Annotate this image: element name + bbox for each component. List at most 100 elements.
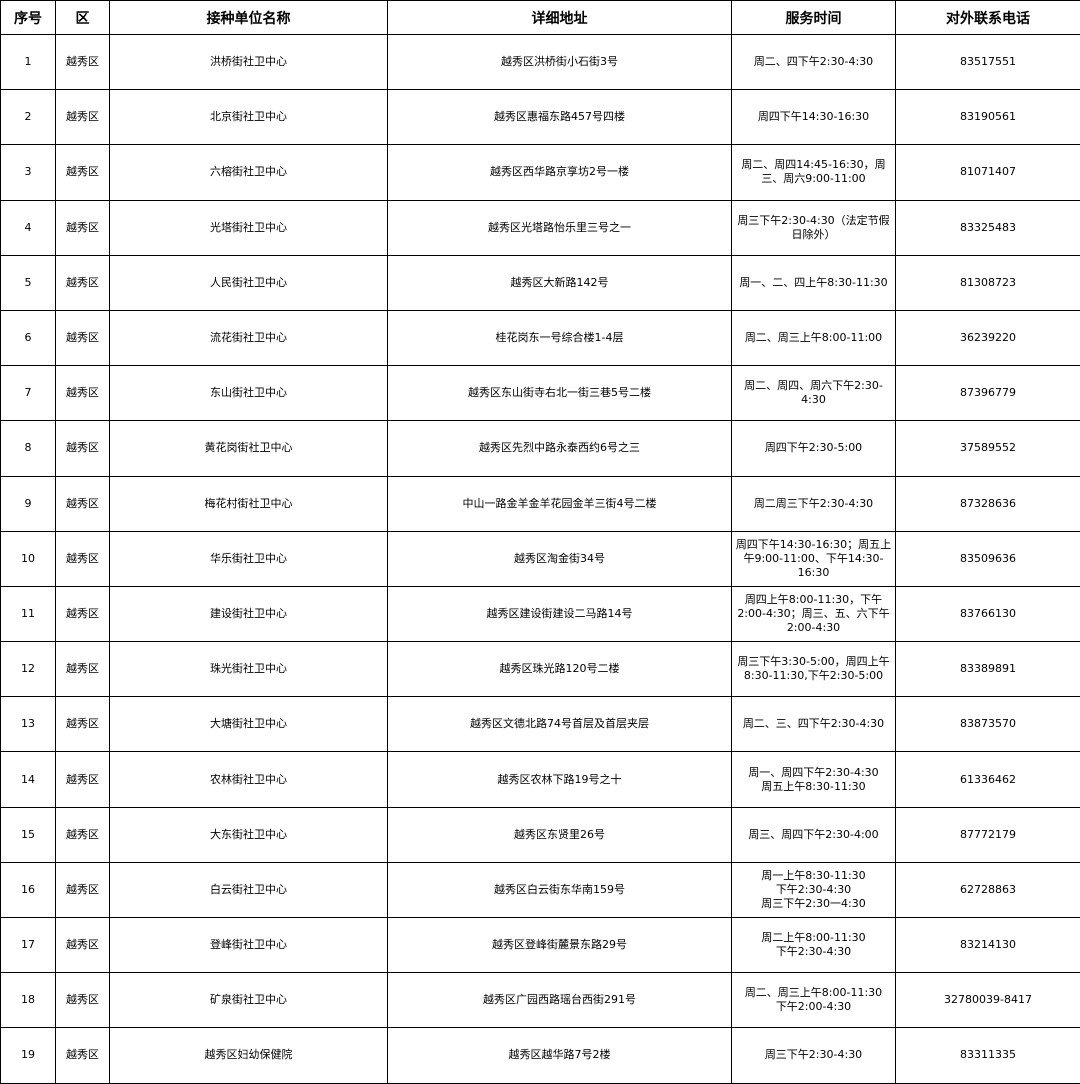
index-cell: 18 bbox=[1, 973, 56, 1028]
index-cell: 12 bbox=[1, 642, 56, 697]
site-name-cell: 梅花村街社卫中心 bbox=[110, 476, 388, 531]
site-name-cell: 北京街社卫中心 bbox=[110, 90, 388, 145]
service-time-cell: 周二上午8:00-11:30 下午2:30-4:30 bbox=[732, 918, 896, 973]
address-cell: 越秀区建设街建设二马路14号 bbox=[388, 586, 732, 641]
index-cell: 7 bbox=[1, 366, 56, 421]
header-site-name: 接种单位名称 bbox=[110, 1, 388, 35]
index-cell: 3 bbox=[1, 145, 56, 200]
index-cell: 13 bbox=[1, 697, 56, 752]
service-time-cell: 周二、周四、周六下午2:30-4:30 bbox=[732, 366, 896, 421]
address-cell: 越秀区惠福东路457号四楼 bbox=[388, 90, 732, 145]
phone-cell: 61336462 bbox=[896, 752, 1080, 807]
address-cell: 越秀区大新路142号 bbox=[388, 255, 732, 310]
site-name-cell: 洪桥街社卫中心 bbox=[110, 35, 388, 90]
site-name-cell: 东山街社卫中心 bbox=[110, 366, 388, 421]
address-cell: 越秀区光塔路怡乐里三号之一 bbox=[388, 200, 732, 255]
service-time-cell: 周一上午8:30-11:30 下午2:30-4:30 周三下午2:30一4:30 bbox=[732, 862, 896, 917]
service-time-cell: 周二、三、四下午2:30-4:30 bbox=[732, 697, 896, 752]
phone-cell: 32780039-8417 bbox=[896, 973, 1080, 1028]
phone-cell: 83766130 bbox=[896, 586, 1080, 641]
site-name-cell: 建设街社卫中心 bbox=[110, 586, 388, 641]
header-row: 序号 区 接种单位名称 详细地址 服务时间 对外联系电话 bbox=[1, 1, 1080, 35]
district-cell: 越秀区 bbox=[56, 421, 110, 476]
phone-cell: 36239220 bbox=[896, 310, 1080, 365]
phone-cell: 83389891 bbox=[896, 642, 1080, 697]
index-cell: 19 bbox=[1, 1028, 56, 1083]
index-cell: 14 bbox=[1, 752, 56, 807]
address-cell: 中山一路金羊金羊花园金羊三街4号二楼 bbox=[388, 476, 732, 531]
header-service-time: 服务时间 bbox=[732, 1, 896, 35]
phone-cell: 83325483 bbox=[896, 200, 1080, 255]
phone-cell: 81071407 bbox=[896, 145, 1080, 200]
header-district: 区 bbox=[56, 1, 110, 35]
index-cell: 10 bbox=[1, 531, 56, 586]
site-name-cell: 农林街社卫中心 bbox=[110, 752, 388, 807]
phone-cell: 83311335 bbox=[896, 1028, 1080, 1083]
service-time-cell: 周三下午2:30-4:30（法定节假日除外） bbox=[732, 200, 896, 255]
service-time-cell: 周二、周三上午8:00-11:30 下午2:00-4:30 bbox=[732, 973, 896, 1028]
district-cell: 越秀区 bbox=[56, 366, 110, 421]
site-name-cell: 珠光街社卫中心 bbox=[110, 642, 388, 697]
address-cell: 越秀区文德北路74号首层及首层夹层 bbox=[388, 697, 732, 752]
header-index: 序号 bbox=[1, 1, 56, 35]
district-cell: 越秀区 bbox=[56, 145, 110, 200]
service-time-cell: 周四下午2:30-5:00 bbox=[732, 421, 896, 476]
phone-cell: 83214130 bbox=[896, 918, 1080, 973]
service-time-cell: 周一、二、四上午8:30-11:30 bbox=[732, 255, 896, 310]
district-cell: 越秀区 bbox=[56, 476, 110, 531]
district-cell: 越秀区 bbox=[56, 697, 110, 752]
site-name-cell: 人民街社卫中心 bbox=[110, 255, 388, 310]
service-time-cell: 周二、周四14:45-16:30，周三、周六9:00-11:00 bbox=[732, 145, 896, 200]
site-name-cell: 黄花岗街社卫中心 bbox=[110, 421, 388, 476]
phone-cell: 87772179 bbox=[896, 807, 1080, 862]
address-cell: 越秀区东贤里26号 bbox=[388, 807, 732, 862]
index-cell: 4 bbox=[1, 200, 56, 255]
service-time-cell: 周三下午2:30-4:30 bbox=[732, 1028, 896, 1083]
address-cell: 越秀区登峰街麓景东路29号 bbox=[388, 918, 732, 973]
district-cell: 越秀区 bbox=[56, 310, 110, 365]
index-cell: 15 bbox=[1, 807, 56, 862]
district-cell: 越秀区 bbox=[56, 642, 110, 697]
service-time-cell: 周二、周三上午8:00-11:00 bbox=[732, 310, 896, 365]
service-time-cell: 周四下午14:30-16:30；周五上午9:00-11:00、下午14:30-1… bbox=[732, 531, 896, 586]
index-cell: 17 bbox=[1, 918, 56, 973]
address-cell: 越秀区越华路7号2楼 bbox=[388, 1028, 732, 1083]
service-time-cell: 周四下午14:30-16:30 bbox=[732, 90, 896, 145]
index-cell: 16 bbox=[1, 862, 56, 917]
phone-cell: 87396779 bbox=[896, 366, 1080, 421]
site-name-cell: 登峰街社卫中心 bbox=[110, 918, 388, 973]
site-name-cell: 六榕街社卫中心 bbox=[110, 145, 388, 200]
index-cell: 11 bbox=[1, 586, 56, 641]
district-cell: 越秀区 bbox=[56, 807, 110, 862]
service-time-cell: 周四上午8:00-11:30，下午2:00-4:30；周三、五、六下午2:00-… bbox=[732, 586, 896, 641]
address-cell: 越秀区东山街寺右北一街三巷5号二楼 bbox=[388, 366, 732, 421]
site-name-cell: 白云街社卫中心 bbox=[110, 862, 388, 917]
index-cell: 6 bbox=[1, 310, 56, 365]
district-cell: 越秀区 bbox=[56, 531, 110, 586]
index-cell: 9 bbox=[1, 476, 56, 531]
phone-cell: 83873570 bbox=[896, 697, 1080, 752]
district-cell: 越秀区 bbox=[56, 1028, 110, 1083]
address-cell: 越秀区农林下路19号之十 bbox=[388, 752, 732, 807]
service-time-cell: 周三下午3:30-5:00，周四上午8:30-11:30,下午2:30-5:00 bbox=[732, 642, 896, 697]
address-cell: 桂花岗东一号综合楼1-4层 bbox=[388, 310, 732, 365]
header-address: 详细地址 bbox=[388, 1, 732, 35]
district-cell: 越秀区 bbox=[56, 35, 110, 90]
district-cell: 越秀区 bbox=[56, 200, 110, 255]
address-cell: 越秀区淘金街34号 bbox=[388, 531, 732, 586]
site-name-cell: 大东街社卫中心 bbox=[110, 807, 388, 862]
address-cell: 越秀区珠光路120号二楼 bbox=[388, 642, 732, 697]
district-cell: 越秀区 bbox=[56, 918, 110, 973]
